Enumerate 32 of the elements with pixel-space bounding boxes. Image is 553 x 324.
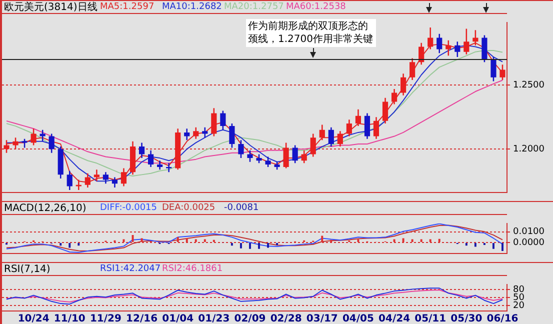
x-tick-label: 11/29	[90, 314, 122, 324]
x-tick-label: 06/16	[486, 314, 518, 324]
text: MA10:1.2682	[162, 2, 223, 12]
y-tick-label: 1.2500	[513, 80, 545, 90]
x-tick-label: 05/11	[414, 314, 446, 324]
text: -0.0081	[224, 203, 260, 213]
text: MA5:1.2597	[100, 2, 156, 12]
text: RSI2:46.1861	[162, 264, 224, 274]
x-tick-label: 04/05	[342, 314, 374, 324]
text: DEA:0.0025	[162, 203, 216, 213]
x-tick-label: 02/28	[270, 314, 302, 324]
chart-title: MACD(12,26,10)	[4, 202, 88, 214]
chart-title: RSI(7,14)	[4, 264, 52, 274]
y-tick-label: 0.0000	[513, 238, 545, 248]
x-tick-label: 03/17	[306, 314, 338, 324]
text: MA20:1.2757	[224, 2, 285, 12]
y-tick-label: 20	[513, 301, 525, 312]
x-tick-label: 05/30	[450, 314, 482, 324]
x-tick-label: 02/09	[234, 314, 266, 324]
x-tick-label: 12/16	[126, 314, 158, 324]
text: RSI1:42.2047	[100, 264, 162, 274]
y-tick-label: 0.0100	[513, 227, 545, 238]
text: DIFF:-0.0015	[100, 203, 158, 213]
x-tick-label: 01/23	[198, 314, 230, 324]
chart-title: 欧元美元(3814)日线	[4, 0, 98, 14]
y-tick-label: 1.2000	[513, 144, 545, 154]
annotation: 作为前期形成的双顶形态的颈线，1.2700作用非常关键	[246, 19, 376, 47]
x-tick-label: 04/24	[378, 314, 410, 324]
x-tick-label: 11/10	[54, 314, 86, 324]
x-tick-label: 10/24	[18, 314, 50, 324]
text: MA60:1.2538	[286, 2, 347, 12]
x-tick-label: 01/04	[162, 314, 194, 324]
